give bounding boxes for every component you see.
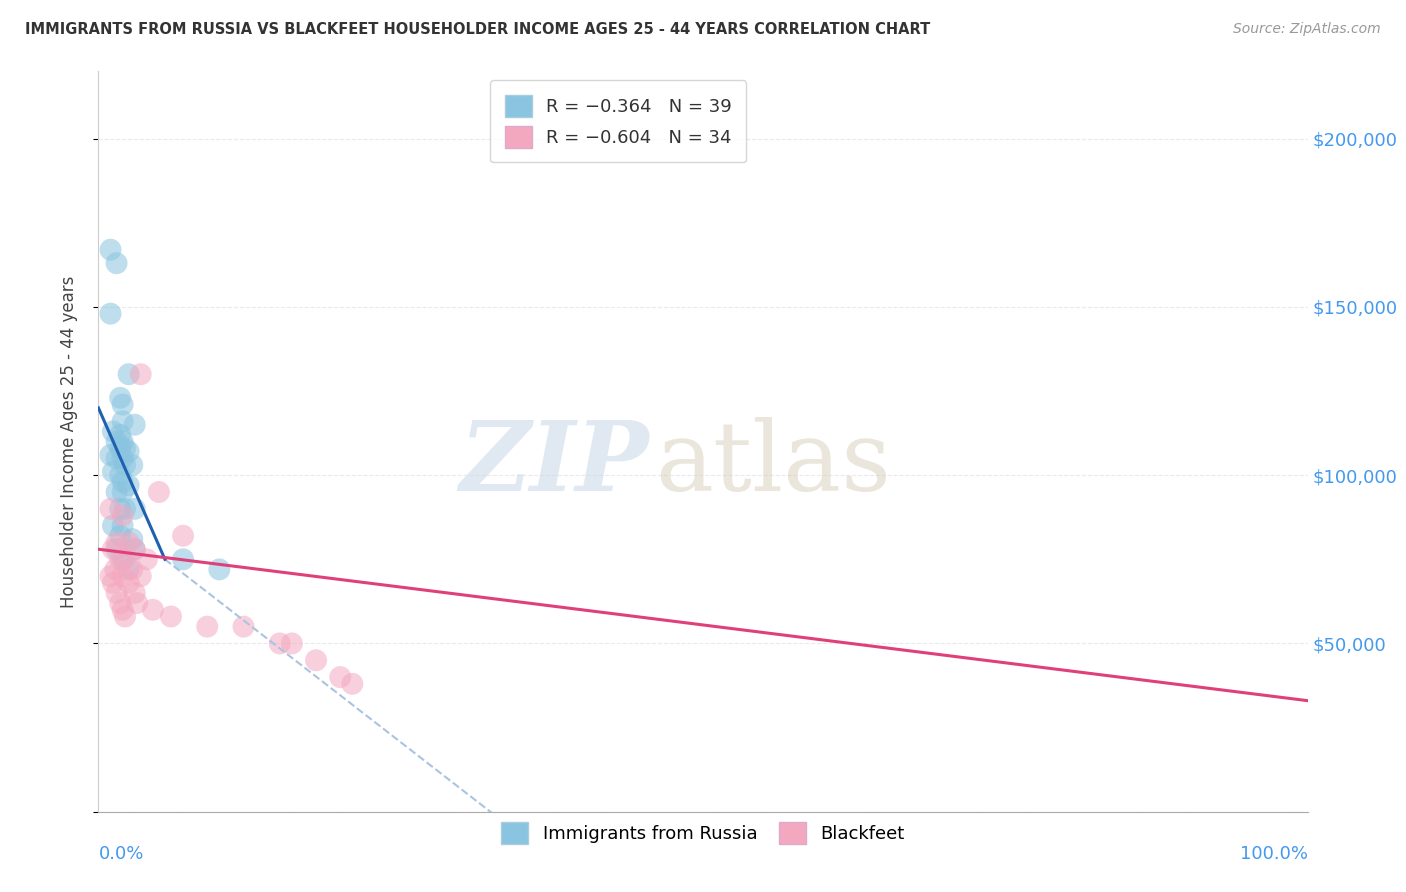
Point — [108, 427, 131, 442]
Point — [111, 414, 134, 428]
Point — [105, 485, 128, 500]
Point — [114, 458, 136, 472]
Point — [121, 458, 143, 472]
Point — [124, 586, 146, 600]
Point — [101, 465, 124, 479]
Point — [172, 552, 194, 566]
Point — [121, 562, 143, 576]
Point — [111, 508, 134, 523]
Point — [111, 552, 134, 566]
Point — [108, 391, 131, 405]
Point — [124, 417, 146, 432]
Point — [281, 636, 304, 650]
Point — [105, 586, 128, 600]
Point — [118, 368, 141, 382]
Point — [114, 501, 136, 516]
Text: 100.0%: 100.0% — [1240, 845, 1308, 863]
Point — [114, 442, 136, 456]
Text: Source: ZipAtlas.com: Source: ZipAtlas.com — [1233, 22, 1381, 37]
Point — [118, 478, 141, 492]
Point — [101, 575, 124, 590]
Point — [111, 569, 134, 583]
Point — [108, 501, 131, 516]
Point — [121, 532, 143, 546]
Point — [142, 603, 165, 617]
Point — [100, 307, 122, 321]
Text: ZIP: ZIP — [458, 417, 648, 511]
Point — [111, 603, 134, 617]
Point — [148, 485, 170, 500]
Y-axis label: Householder Income Ages 25 - 44 years: Householder Income Ages 25 - 44 years — [59, 276, 77, 607]
Point — [101, 542, 124, 557]
Text: atlas: atlas — [655, 417, 890, 511]
Point — [124, 542, 146, 557]
Point — [232, 619, 254, 633]
Point — [108, 442, 131, 456]
Point — [342, 677, 364, 691]
Point — [100, 569, 122, 583]
Point — [114, 552, 136, 566]
Point — [108, 552, 131, 566]
Point — [118, 444, 141, 458]
Point — [100, 501, 122, 516]
Point — [124, 501, 146, 516]
Point — [329, 670, 352, 684]
Point — [100, 448, 122, 462]
Point — [100, 243, 122, 257]
Point — [104, 562, 127, 576]
Point — [118, 575, 141, 590]
Point — [172, 529, 194, 543]
Point — [195, 619, 218, 633]
Point — [208, 562, 231, 576]
Point — [105, 256, 128, 270]
Point — [269, 636, 291, 650]
Text: IMMIGRANTS FROM RUSSIA VS BLACKFEET HOUSEHOLDER INCOME AGES 25 - 44 YEARS CORREL: IMMIGRANTS FROM RUSSIA VS BLACKFEET HOUS… — [25, 22, 931, 37]
Point — [111, 434, 134, 449]
Point — [135, 552, 157, 566]
Point — [108, 596, 131, 610]
Point — [108, 529, 131, 543]
Point — [305, 653, 328, 667]
Point — [124, 542, 146, 557]
Point — [127, 596, 149, 610]
Point — [101, 425, 124, 439]
Point — [101, 518, 124, 533]
Point — [118, 535, 141, 549]
Point — [129, 368, 152, 382]
Point — [105, 535, 128, 549]
Point — [111, 398, 134, 412]
Point — [111, 485, 134, 500]
Legend: Immigrants from Russia, Blackfeet: Immigrants from Russia, Blackfeet — [494, 814, 912, 851]
Point — [111, 518, 134, 533]
Point — [118, 562, 141, 576]
Point — [105, 434, 128, 449]
Point — [105, 451, 128, 466]
Text: 0.0%: 0.0% — [98, 845, 143, 863]
Point — [105, 542, 128, 557]
Point — [111, 475, 134, 489]
Point — [129, 569, 152, 583]
Point — [114, 609, 136, 624]
Point — [108, 468, 131, 483]
Point — [111, 451, 134, 466]
Point — [160, 609, 183, 624]
